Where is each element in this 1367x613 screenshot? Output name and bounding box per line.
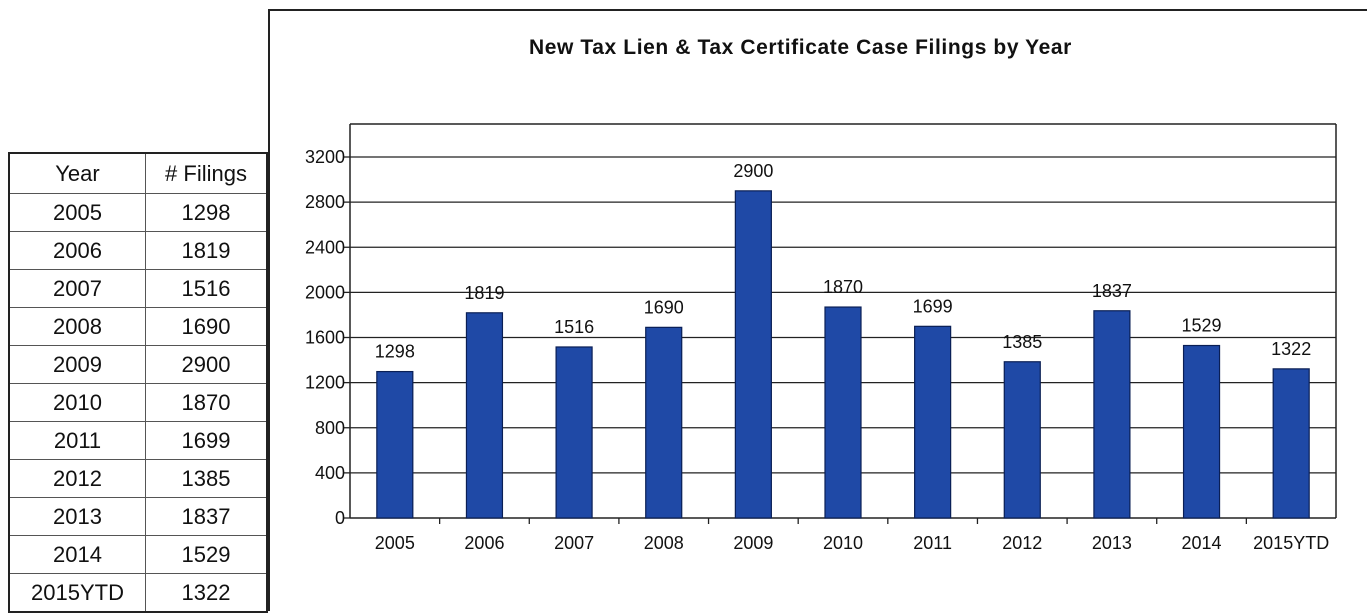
chart-title: New Tax Lien & Tax Certificate Case Fili… (529, 36, 1072, 59)
bar-2009 (734, 190, 772, 519)
labels: 1298 2005 1819 2006 1516 2007 1690 2008 2900 2009… (375, 161, 1329, 553)
bar-2005 (376, 370, 414, 519)
bar-2007 (555, 346, 593, 519)
year-cell: 2015YTD (8, 573, 146, 613)
bar-2014 (1182, 344, 1221, 519)
x-tick-label-2015YTD: 2015YTD (1253, 533, 1329, 553)
bar-2012 (1003, 361, 1041, 519)
y-tick-label: 0 (335, 508, 345, 528)
filings-cell: 1529 (145, 535, 268, 574)
data-label-2014: 1529 (1182, 316, 1222, 336)
table-row: 2005 1298 (8, 193, 268, 232)
year-cell: 2014 (8, 535, 146, 574)
year-cell: 2007 (8, 269, 146, 308)
year-cell: 2008 (8, 307, 146, 346)
year-cell: 2010 (8, 383, 146, 422)
x-tick-label-2009: 2009 (733, 533, 773, 553)
year-cell: 2009 (8, 345, 146, 384)
x-tick-label-2008: 2008 (644, 533, 684, 553)
y-tick-label: 2800 (305, 192, 345, 212)
table-row: 2007 1516 (8, 269, 268, 308)
year-cell: 2013 (8, 497, 146, 536)
bars (376, 190, 1310, 519)
filings-column-header: # Filings (145, 152, 268, 194)
y-tick-label: 1600 (305, 328, 345, 348)
bar-2008 (645, 326, 683, 519)
year-cell: 2005 (8, 193, 146, 232)
data-label-2008: 1690 (644, 297, 684, 317)
table-row: 2010 1870 (8, 383, 268, 422)
data-label-2015YTD: 1322 (1271, 339, 1311, 359)
x-tick-label-2010: 2010 (823, 533, 863, 553)
y-tick-label: 3200 (305, 147, 345, 167)
year-cell: 2011 (8, 421, 146, 460)
data-label-2011: 1699 (913, 296, 953, 316)
table-header-row: Year # Filings (8, 152, 268, 194)
data-label-2007: 1516 (554, 317, 594, 337)
filings-cell: 2900 (145, 345, 268, 384)
filings-cell: 1837 (145, 497, 268, 536)
table-row: 2013 1837 (8, 497, 268, 536)
table-row: 2009 2900 (8, 345, 268, 384)
bar-2015YTD (1272, 368, 1310, 519)
filings-table: Year # Filings 2005 1298 2006 1819 2007 … (8, 152, 268, 613)
x-tick-label-2006: 2006 (464, 533, 504, 553)
filings-cell: 1516 (145, 269, 268, 308)
filings-cell: 1298 (145, 193, 268, 232)
bar-2010 (824, 306, 862, 519)
axes: 0 400 800 1200 1600 2000 2400 2800 3200 (305, 123, 1337, 528)
data-label-2013: 1837 (1092, 281, 1132, 301)
bar-2006 (465, 312, 504, 519)
y-tick-label: 800 (315, 418, 345, 438)
y-tick-label: 1200 (305, 373, 345, 393)
x-tick-label-2007: 2007 (554, 533, 594, 553)
chart-frame (268, 9, 1367, 611)
data-label-2010: 1870 (823, 277, 863, 297)
data-label-2009: 2900 (733, 161, 773, 181)
bar-2011 (914, 325, 952, 519)
y-tick-label: 2000 (305, 282, 345, 302)
year-cell: 2006 (8, 231, 146, 270)
x-tick-label-2011: 2011 (913, 533, 952, 553)
x-tick-label-2012: 2012 (1002, 533, 1042, 553)
y-tick-label: 2400 (305, 237, 345, 257)
x-tick-label-2005: 2005 (375, 533, 415, 553)
bar-2013 (1093, 310, 1131, 519)
data-label-2006: 1819 (464, 283, 504, 303)
y-tick-label: 400 (315, 463, 345, 483)
data-label-2005: 1298 (375, 342, 415, 362)
x-tick-label-2013: 2013 (1092, 533, 1132, 553)
table-row: 2014 1529 (8, 535, 268, 574)
data-label-2012: 1385 (1002, 332, 1042, 352)
table-row: 2011 1699 (8, 421, 268, 460)
x-tick-label-2014: 2014 (1182, 533, 1222, 553)
